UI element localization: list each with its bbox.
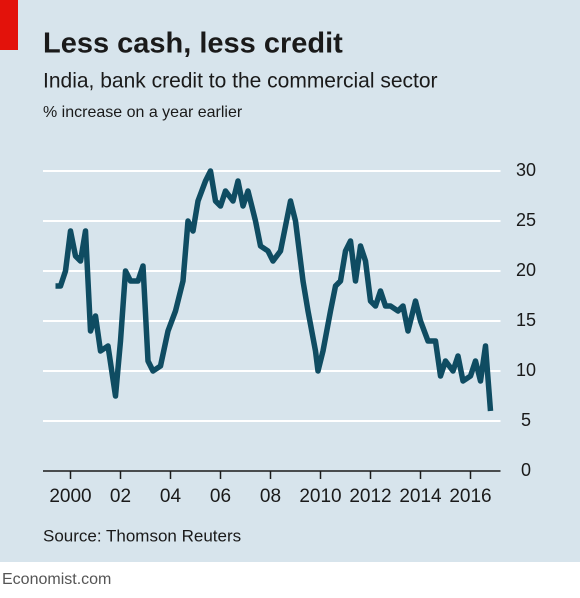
x-tick-label: 2016	[449, 486, 491, 507]
source: Source: Thomson Reuters	[43, 526, 241, 545]
footer-band	[0, 562, 580, 598]
x-tick-label: 08	[260, 486, 281, 507]
y-axis-label: % increase on a year earlier	[43, 104, 243, 121]
background	[0, 0, 580, 562]
y-tick-label: 5	[521, 410, 531, 430]
y-tick-label: 0	[521, 460, 531, 480]
x-tick-label: 2010	[299, 486, 341, 507]
chart-subtitle: India, bank credit to the commercial sec…	[43, 70, 438, 93]
chart-title: Less cash, less credit	[43, 28, 343, 60]
y-tick-label: 15	[516, 310, 536, 330]
x-tick-label: 02	[110, 486, 131, 507]
data-line	[55, 168, 494, 412]
y-tick-label: 25	[516, 210, 536, 230]
x-tick-label: 2012	[349, 486, 391, 507]
credit: Economist.com	[2, 571, 111, 588]
red-tag	[0, 0, 18, 50]
y-tick-label: 20	[516, 260, 536, 280]
x-tick-label: 2000	[49, 486, 91, 507]
x-tick-label: 2014	[399, 486, 442, 507]
x-tick-label: 04	[160, 486, 182, 507]
x-tick-label: 06	[210, 486, 231, 507]
y-tick-label: 10	[516, 360, 536, 380]
y-tick-label: 30	[516, 160, 536, 180]
